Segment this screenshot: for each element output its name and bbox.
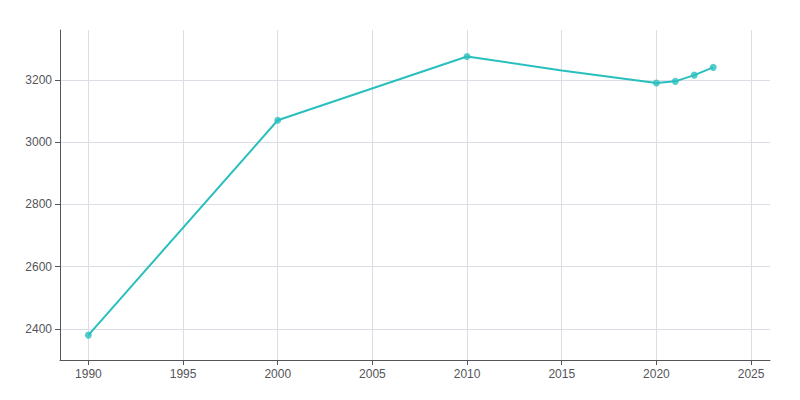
svg-text:2400: 2400 (25, 322, 52, 336)
svg-text:1995: 1995 (170, 367, 197, 381)
svg-text:1990: 1990 (75, 367, 102, 381)
svg-text:2800: 2800 (25, 197, 52, 211)
svg-text:3200: 3200 (25, 73, 52, 87)
svg-text:2025: 2025 (738, 367, 765, 381)
svg-text:2015: 2015 (548, 367, 575, 381)
svg-text:2020: 2020 (643, 367, 670, 381)
svg-text:2010: 2010 (454, 367, 481, 381)
svg-text:2000: 2000 (264, 367, 291, 381)
svg-text:3000: 3000 (25, 135, 52, 149)
svg-text:2600: 2600 (25, 260, 52, 274)
svg-text:2005: 2005 (359, 367, 386, 381)
